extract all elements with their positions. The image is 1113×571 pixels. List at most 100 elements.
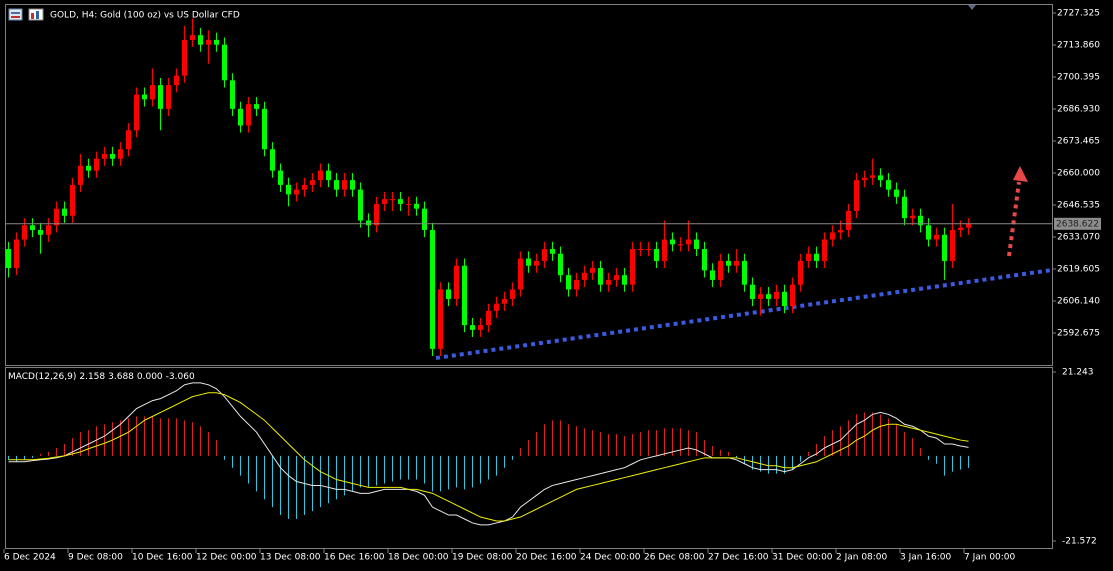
indicator-value: -3.060: [166, 372, 195, 382]
candle-body: [494, 303, 499, 311]
candle-body: [286, 184, 291, 195]
candle-body: [94, 158, 99, 171]
candle-body: [534, 260, 539, 266]
candle-body: [262, 108, 267, 150]
candle-body: [14, 239, 19, 269]
y-tick-label: 2633.070: [1057, 232, 1100, 242]
candle-body: [678, 244, 683, 246]
x-tick-label: 18 Dec 00:00: [388, 553, 449, 563]
x-tick-label: 12 Dec 00:00: [196, 553, 257, 563]
candle-body: [702, 249, 707, 271]
indicator-value: 2.158: [79, 372, 105, 382]
candle-body: [886, 180, 891, 190]
y-tick-label: 2700.395: [1057, 73, 1100, 83]
candle-body: [686, 239, 691, 245]
candle-body: [862, 177, 867, 181]
y-tick-label: 2713.860: [1057, 41, 1100, 51]
candle-body: [366, 220, 371, 226]
candle-body: [430, 230, 435, 349]
x-tick-label: 26 Dec 08:00: [644, 553, 705, 563]
last-price-box: [1054, 217, 1101, 230]
candle-body: [614, 275, 619, 280]
candle-body: [374, 203, 379, 226]
candle-body: [742, 260, 747, 285]
candle-body: [646, 249, 651, 251]
candle-body: [558, 253, 563, 276]
candle-body: [22, 225, 27, 240]
x-tick-label: 24 Dec 00:00: [580, 553, 641, 563]
candle-body: [822, 239, 827, 261]
candle-body: [814, 253, 819, 261]
candle-body: [46, 225, 51, 235]
candle-body: [214, 39, 219, 45]
candle-body: [470, 325, 475, 330]
y-tick-label: 2686.930: [1057, 105, 1100, 115]
candle-body: [174, 75, 179, 86]
candle-body: [182, 39, 187, 76]
candle-body: [206, 39, 211, 45]
candle-body: [654, 249, 659, 261]
x-tick-label: 27 Dec 16:00: [708, 553, 769, 563]
indicator-value: 3.688: [108, 372, 134, 382]
arrow-head: [1013, 166, 1028, 182]
candle-body: [462, 265, 467, 326]
indicator-value: MACD(12,26,9): [8, 372, 76, 382]
x-tick-label: 20 Dec 16:00: [516, 553, 577, 563]
candle-body: [318, 170, 323, 181]
candle-body: [390, 199, 395, 201]
candle-body: [574, 279, 579, 290]
candle-body: [670, 239, 675, 245]
candle-body: [830, 232, 835, 240]
candle-body: [102, 153, 107, 159]
candle-body: [726, 260, 731, 266]
candle-body: [422, 208, 427, 231]
candle-body: [6, 249, 11, 269]
candle-body: [118, 149, 123, 159]
candle-body: [198, 35, 203, 45]
candle-body: [630, 249, 635, 285]
candle-body: [854, 180, 859, 212]
candle-body: [934, 234, 939, 240]
candle-body: [582, 272, 587, 280]
candle-body: [734, 260, 739, 266]
icon-line: [11, 16, 20, 18]
candle-body: [950, 230, 955, 261]
candle-body: [758, 294, 763, 299]
candle-body: [478, 325, 483, 330]
last-price-label: 2638.622: [1056, 219, 1099, 229]
indicator-label: MACD(12,26,9) 2.158 3.688 0.000 -3.060: [8, 372, 195, 382]
candle-body: [622, 275, 627, 285]
candle-body: [526, 258, 531, 266]
x-tick-label: 19 Dec 08:00: [452, 553, 513, 563]
icon-bar: [31, 13, 34, 19]
candle-body: [334, 180, 339, 190]
candle-body: [438, 289, 443, 349]
candle-body: [638, 249, 643, 251]
candle-body: [190, 35, 195, 40]
candle-body: [254, 104, 259, 109]
candle-body: [486, 310, 491, 326]
x-tick-label: 2 Jan 08:00: [836, 553, 888, 563]
y-tick-label: 2606.140: [1057, 296, 1100, 306]
candle-body: [70, 184, 75, 216]
candle-body: [966, 223, 971, 228]
candle-body: [150, 85, 155, 100]
candle-body: [718, 260, 723, 280]
y-tick-label: -21.572: [1062, 536, 1097, 546]
candle-body: [590, 268, 595, 273]
candle-body: [62, 208, 67, 216]
y-tick-label: 21.243: [1062, 368, 1094, 378]
candle-body: [278, 170, 283, 185]
x-tick-label: 10 Dec 16:00: [132, 553, 193, 563]
candle-body: [606, 279, 611, 285]
candle-body: [926, 225, 931, 240]
candle-body: [542, 249, 547, 261]
candle-body: [902, 196, 907, 219]
candle-body: [350, 180, 355, 190]
candle-body: [846, 211, 851, 231]
x-tick-label: 16 Dec 16:00: [324, 553, 385, 563]
candle-body: [222, 44, 227, 81]
